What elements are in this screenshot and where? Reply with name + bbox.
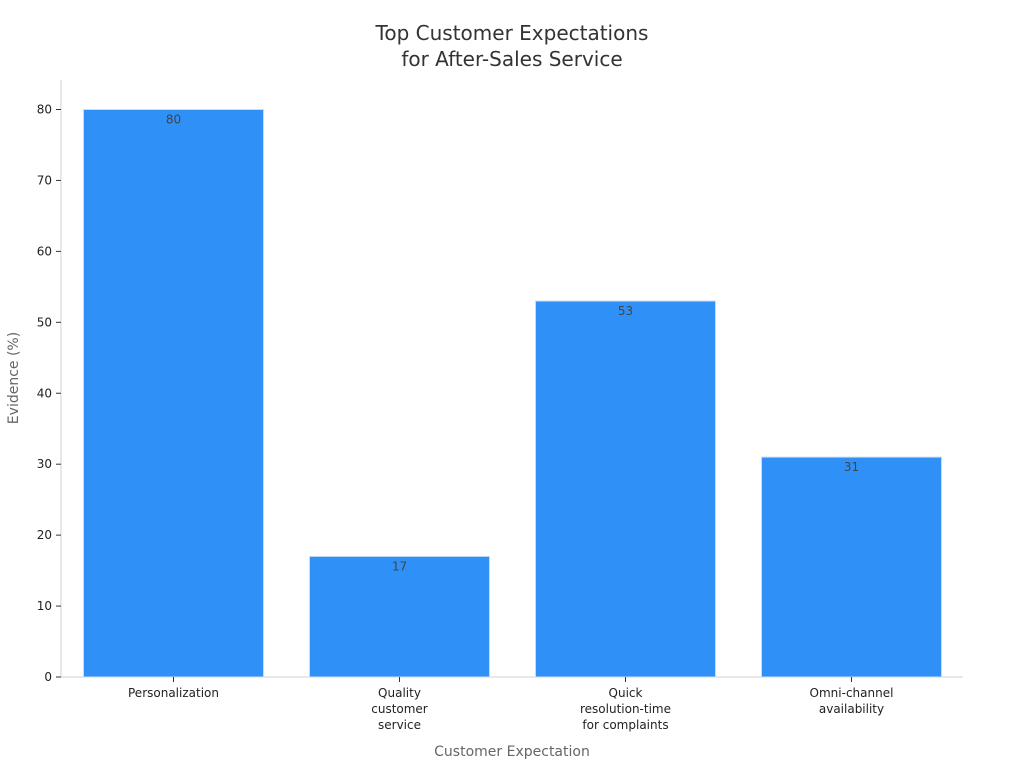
y-tick-label: 40 — [37, 386, 52, 400]
bar-value-label: 80 — [166, 113, 181, 127]
y-tick-label: 70 — [37, 173, 52, 187]
x-axis-ticks: Personalization Quality customer service Qui… — [128, 677, 893, 732]
bar-value-label: 53 — [618, 304, 633, 318]
x-tick-label: Personalization — [128, 686, 219, 700]
bar-value-label: 17 — [392, 559, 407, 573]
bar — [761, 456, 942, 678]
y-tick-label: 0 — [44, 670, 52, 684]
x-tick-label: Quality customer service — [371, 686, 428, 732]
chart-title-line: for After-Sales Service — [401, 47, 622, 71]
bar — [83, 109, 264, 678]
y-tick-label: 80 — [37, 103, 52, 117]
bar — [535, 300, 716, 678]
chart-title-line: Top Customer Expectations — [375, 21, 649, 45]
x-tick-label: Omni-channel availability — [810, 686, 894, 716]
bar-value-label: 31 — [844, 460, 859, 474]
x-axis-label: Customer Expectation — [434, 744, 590, 760]
y-tick-label: 30 — [37, 457, 52, 471]
y-axis-label: Evidence (%) — [6, 332, 22, 424]
y-axis-ticks: 0 10 20 30 40 50 60 70 80 — [37, 103, 61, 684]
bars: 80 17 53 31 — [83, 109, 942, 678]
y-tick-label: 20 — [37, 528, 52, 542]
x-tick-label: Quick resolution-time for complaints — [580, 686, 671, 732]
y-tick-label: 50 — [37, 315, 52, 329]
bar — [309, 555, 490, 678]
y-tick-label: 60 — [37, 244, 52, 258]
y-tick-label: 10 — [37, 599, 52, 613]
